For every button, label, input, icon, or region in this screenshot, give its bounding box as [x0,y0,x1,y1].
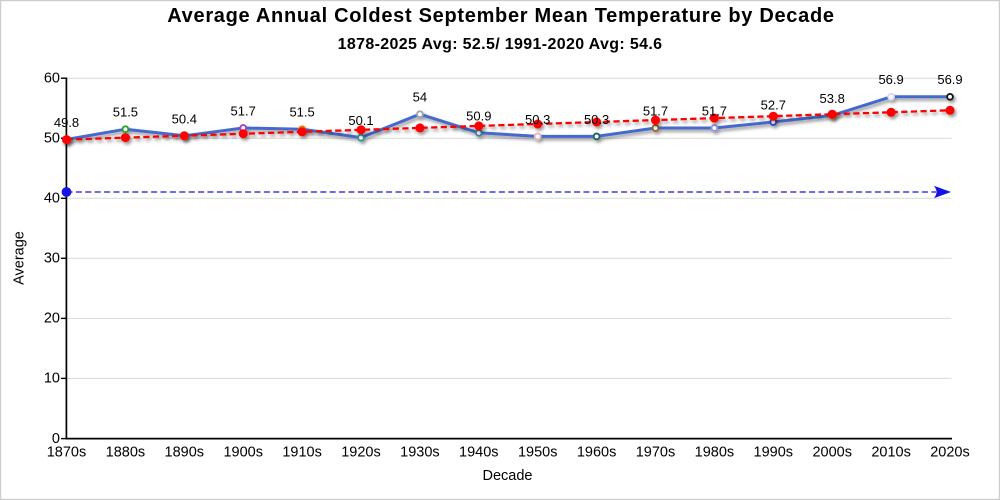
svg-text:10: 10 [44,371,60,387]
svg-text:50: 50 [44,130,60,146]
svg-text:1950s: 1950s [518,444,558,460]
svg-text:53.8: 53.8 [820,91,845,106]
svg-text:20: 20 [44,311,60,327]
svg-text:1870s: 1870s [47,444,87,460]
svg-text:1878-2025 Avg: 52.5/ 1991-2020: 1878-2025 Avg: 52.5/ 1991-2020 Avg: 54.6 [338,36,663,53]
svg-text:50.1: 50.1 [348,113,373,128]
svg-text:2020s: 2020s [930,444,970,460]
svg-text:Decade: Decade [483,468,533,484]
svg-text:56.9: 56.9 [937,72,962,87]
svg-text:52.7: 52.7 [761,98,786,113]
svg-text:1900s: 1900s [223,444,263,460]
svg-text:30: 30 [44,251,60,267]
svg-text:1970s: 1970s [636,444,676,460]
svg-text:50.3: 50.3 [525,112,550,127]
svg-text:1930s: 1930s [400,444,440,460]
svg-text:0: 0 [52,431,60,447]
svg-text:1880s: 1880s [106,444,146,460]
svg-text:51.7: 51.7 [231,104,256,119]
svg-text:51.5: 51.5 [113,105,138,120]
svg-text:56.9: 56.9 [878,72,903,87]
svg-text:1980s: 1980s [695,444,735,460]
svg-text:51.7: 51.7 [643,104,668,119]
svg-text:51.5: 51.5 [289,105,314,120]
svg-text:1890s: 1890s [165,444,205,460]
svg-text:50.4: 50.4 [172,111,197,126]
svg-text:54: 54 [413,90,427,105]
svg-text:2010s: 2010s [871,444,911,460]
svg-text:Average Annual Coldest Septemb: Average Annual Coldest September Mean Te… [167,5,834,27]
svg-text:60: 60 [44,70,60,86]
svg-text:1990s: 1990s [754,444,794,460]
svg-text:Average: Average [12,231,28,285]
svg-text:50.3: 50.3 [584,112,609,127]
svg-text:1920s: 1920s [341,444,381,460]
svg-text:49.8: 49.8 [54,115,79,130]
svg-text:1940s: 1940s [459,444,499,460]
svg-text:2000s: 2000s [812,444,852,460]
svg-text:51.7: 51.7 [702,104,727,119]
svg-text:1910s: 1910s [282,444,322,460]
svg-text:1960s: 1960s [577,444,617,460]
svg-text:50.9: 50.9 [466,108,491,123]
svg-text:40: 40 [44,191,60,207]
